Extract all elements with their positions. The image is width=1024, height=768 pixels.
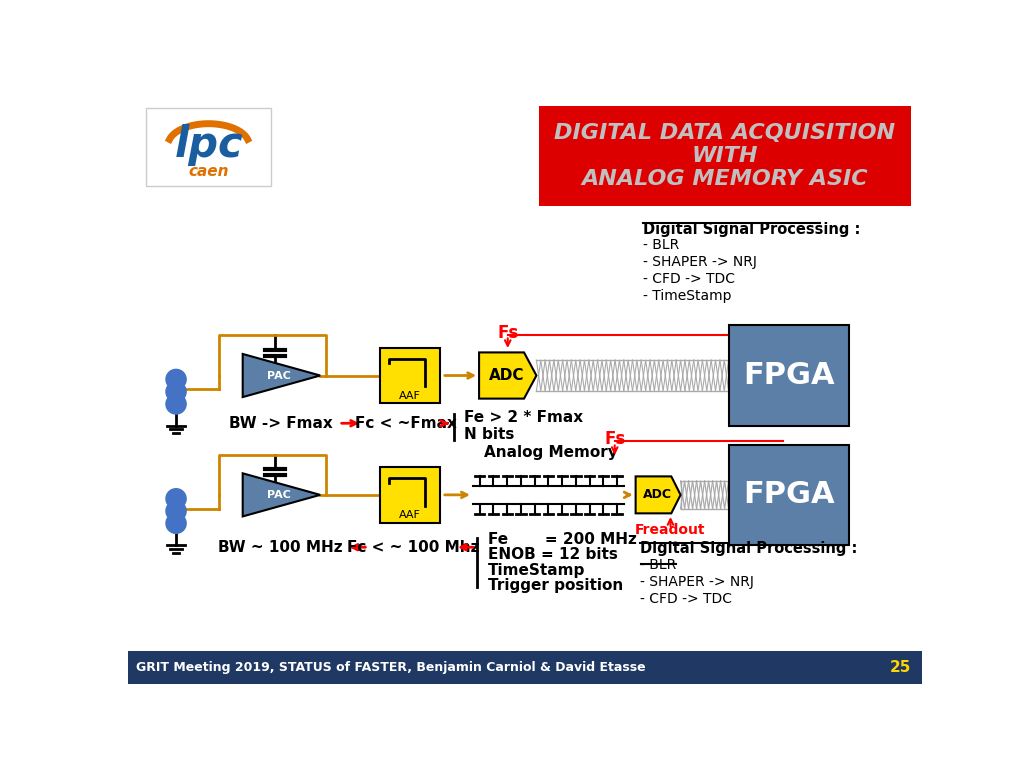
Text: Trigger position: Trigger position (487, 578, 623, 593)
Text: - TimeStamp: - TimeStamp (643, 290, 732, 303)
Circle shape (166, 501, 186, 521)
Text: Fc < ~Fmax: Fc < ~Fmax (354, 415, 457, 431)
Circle shape (166, 382, 186, 402)
Text: lpc: lpc (174, 124, 243, 166)
Text: PAC: PAC (267, 370, 291, 380)
Polygon shape (636, 476, 681, 513)
FancyBboxPatch shape (539, 106, 910, 206)
FancyBboxPatch shape (128, 651, 922, 684)
Text: Fe       = 200 MHz: Fe = 200 MHz (487, 532, 637, 547)
Text: Freadout: Freadout (635, 523, 706, 538)
FancyBboxPatch shape (380, 467, 440, 522)
Text: GRIT Meeting 2019, STATUS of FASTER, Benjamin Carniol & David Etasse: GRIT Meeting 2019, STATUS of FASTER, Ben… (136, 660, 645, 674)
Text: - CFD -> TDC: - CFD -> TDC (643, 273, 735, 286)
Text: - SHAPER -> NRJ: - SHAPER -> NRJ (640, 575, 754, 589)
Text: FPGA: FPGA (742, 480, 835, 509)
Text: ENOB = 12 bits: ENOB = 12 bits (487, 548, 617, 562)
Text: - CFD -> TDC: - CFD -> TDC (640, 592, 731, 606)
Circle shape (166, 488, 186, 508)
Text: AAF: AAF (399, 510, 421, 520)
Text: Analog Memory: Analog Memory (483, 445, 617, 460)
Text: 25: 25 (890, 660, 910, 675)
Text: BW ~ 100 MHz: BW ~ 100 MHz (218, 540, 343, 554)
Text: Fs: Fs (497, 324, 518, 343)
Polygon shape (243, 473, 321, 516)
Text: FPGA: FPGA (742, 361, 835, 390)
Text: Digital Signal Processing :: Digital Signal Processing : (640, 541, 857, 556)
FancyBboxPatch shape (145, 108, 271, 186)
Text: ADC: ADC (488, 368, 524, 383)
Text: - BLR: - BLR (640, 558, 676, 572)
Text: ADC: ADC (643, 488, 672, 502)
Text: BW -> Fmax: BW -> Fmax (228, 415, 333, 431)
FancyBboxPatch shape (729, 445, 849, 545)
Text: DIGITAL DATA ACQUISITION
WITH
ANALOG MEMORY ASIC: DIGITAL DATA ACQUISITION WITH ANALOG MEM… (554, 123, 895, 189)
Text: caen: caen (188, 164, 228, 179)
FancyBboxPatch shape (729, 326, 849, 425)
Text: - SHAPER -> NRJ: - SHAPER -> NRJ (643, 256, 758, 270)
Text: Fe > 2 * Fmax: Fe > 2 * Fmax (464, 410, 584, 425)
Circle shape (166, 394, 186, 414)
Text: AAF: AAF (399, 391, 421, 401)
Text: PAC: PAC (267, 490, 291, 500)
Circle shape (166, 369, 186, 389)
Polygon shape (243, 354, 321, 397)
Text: N bits: N bits (464, 426, 515, 442)
Circle shape (166, 513, 186, 533)
Text: Fc < ~ 100 Mhz: Fc < ~ 100 Mhz (347, 540, 479, 554)
Text: Digital Signal Processing :: Digital Signal Processing : (643, 221, 861, 237)
Text: Fs: Fs (604, 430, 626, 449)
Text: - BLR: - BLR (643, 238, 680, 253)
Text: TimeStamp: TimeStamp (487, 563, 585, 578)
Polygon shape (479, 353, 537, 399)
FancyBboxPatch shape (380, 348, 440, 403)
